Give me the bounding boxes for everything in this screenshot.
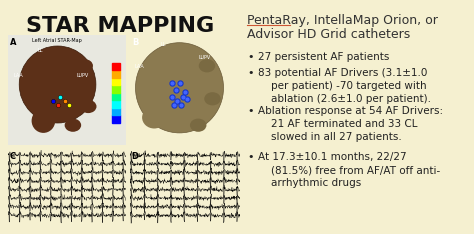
Text: •: • [247,68,254,78]
Text: LUPV: LUPV [198,55,210,60]
Bar [112,93,120,100]
Text: Left Atrial STAR-Map: Left Atrial STAR-Map [32,38,82,43]
Text: C: C [9,152,15,161]
Text: 27 persistent AF patients: 27 persistent AF patients [258,52,389,62]
Text: •: • [247,52,254,62]
FancyBboxPatch shape [8,35,126,145]
Text: •: • [247,106,254,116]
Ellipse shape [80,100,97,113]
Ellipse shape [136,43,224,133]
Ellipse shape [204,92,221,105]
Text: At 17.3±10.1 months, 22/27
    (81.5%) free from AF/AT off anti-
    arrhythmic : At 17.3±10.1 months, 22/27 (81.5%) free … [258,152,440,188]
Text: LL: LL [37,48,43,52]
Ellipse shape [199,59,215,72]
Text: B: B [132,38,138,47]
Ellipse shape [76,59,93,72]
Text: •: • [247,152,254,162]
Text: A: A [10,38,17,47]
Text: STAR MAPPING: STAR MAPPING [26,16,214,36]
Text: D: D [131,152,138,161]
Bar [112,78,120,85]
Text: 83 potential AF Drivers (3.1±1.0
    per patient) -70 targeted with
    ablation: 83 potential AF Drivers (3.1±1.0 per pat… [258,68,431,104]
Bar [112,62,120,70]
Bar [112,115,120,123]
Text: LAA: LAA [14,73,24,78]
Bar [112,85,120,93]
Ellipse shape [64,119,81,132]
Ellipse shape [19,46,96,123]
Text: LAA: LAA [135,64,144,69]
Text: LL: LL [161,42,166,47]
Ellipse shape [142,106,166,128]
Bar [112,70,120,78]
Ellipse shape [32,109,55,133]
Bar [112,100,120,108]
Text: PentaRay, IntellaMap Orion, or: PentaRay, IntellaMap Orion, or [247,14,438,27]
Ellipse shape [190,119,207,132]
Bar [112,108,120,115]
Text: LUPV: LUPV [76,73,89,78]
Text: Ablation response at 54 AF Drivers:
    21 AF terminated and 33 CL
    slowed in: Ablation response at 54 AF Drivers: 21 A… [258,106,443,143]
Text: Advisor HD Grid catheters: Advisor HD Grid catheters [247,28,410,41]
